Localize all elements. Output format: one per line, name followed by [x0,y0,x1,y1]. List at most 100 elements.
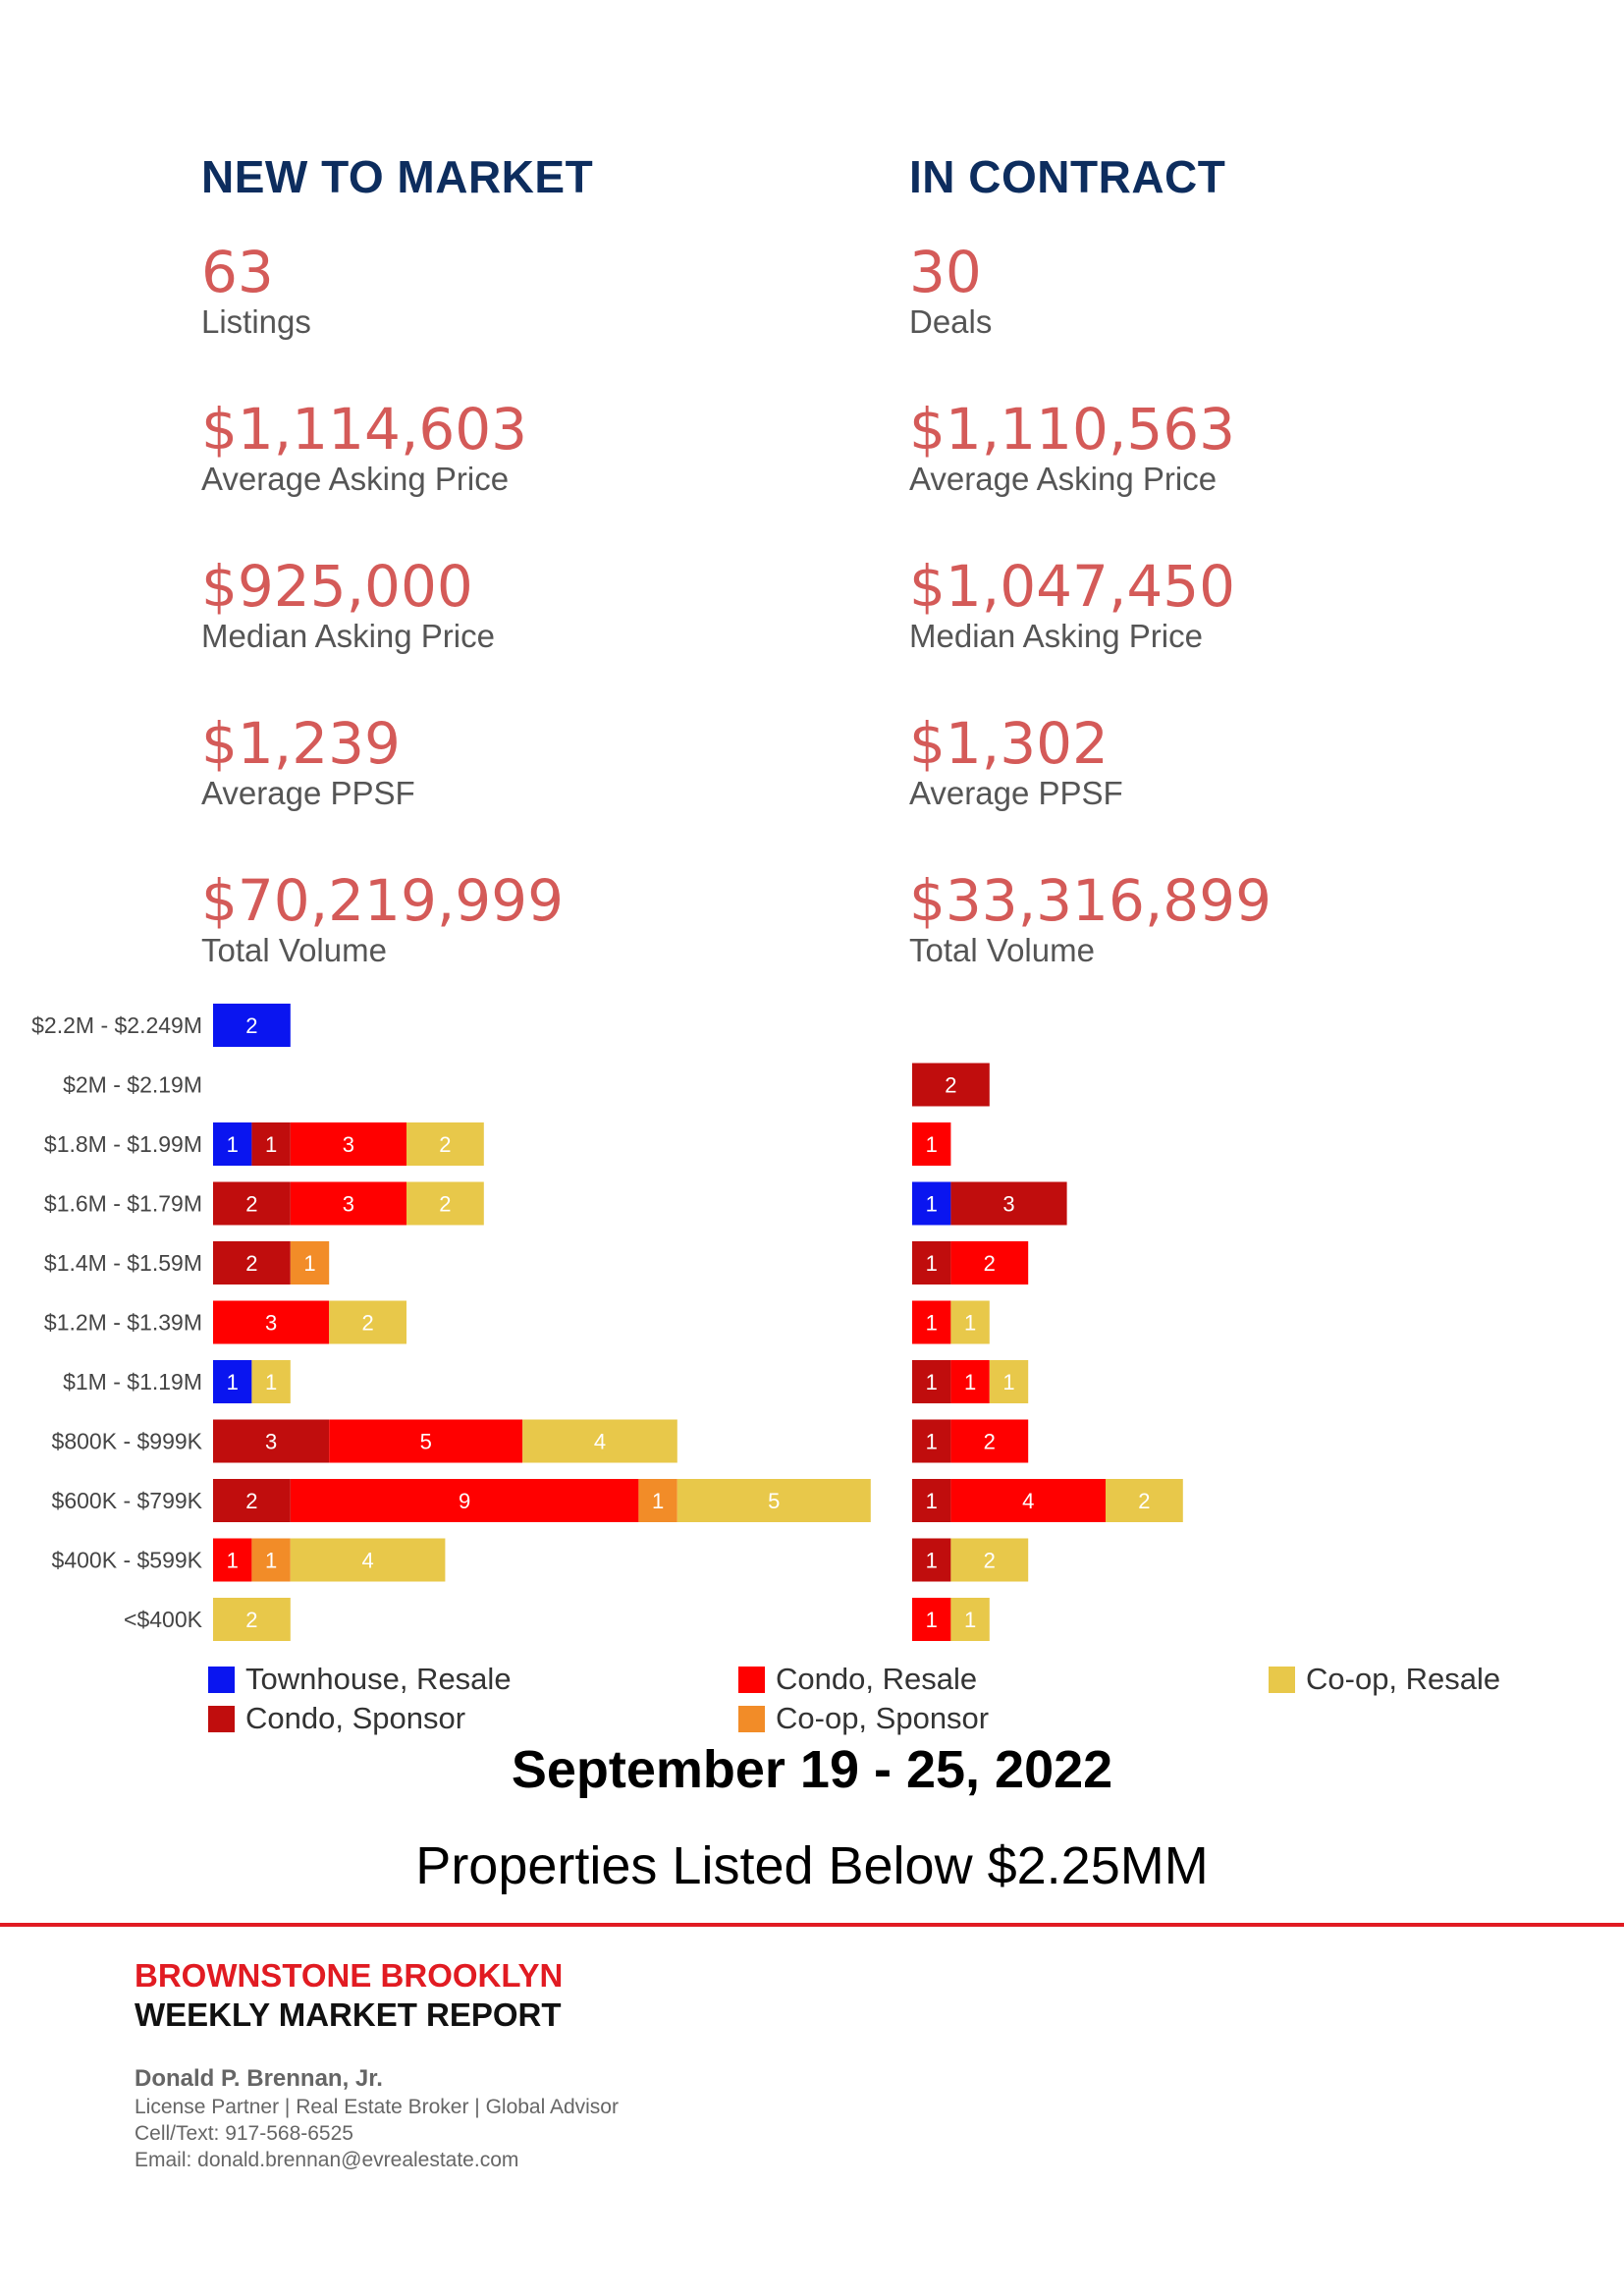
bar-value-label: 2 [245,1489,257,1513]
bar-co-op-resale [989,1360,1029,1403]
new-to-market-column: NEW TO MARKET 63 Listings $1,114,603 Ave… [201,147,594,968]
bar-value-label: 2 [245,1192,257,1217]
stat-label: Average Asking Price [909,461,1218,497]
report-date-title: September 19 - 25, 2022 [511,1740,1113,1799]
legend-label: Co-op, Sponsor [776,1701,990,1735]
bar-value-label: 9 [459,1489,470,1513]
bar-condo-resale [329,1419,523,1463]
bar-value-label: 1 [926,1549,938,1573]
new-to-market-title: NEW TO MARKET [201,151,594,202]
bar-townhouse-resale [213,1004,291,1047]
bar-condo-sponsor [213,1419,330,1463]
bar-co-op-resale [406,1181,484,1226]
bar-condo-resale [950,1241,1029,1285]
bar-condo-sponsor [912,1479,951,1522]
bar-value-label: 2 [245,1608,257,1632]
bar-value-label: 1 [303,1251,315,1276]
bar-value-label: 4 [361,1549,373,1573]
bar-co-op-sponsor [290,1241,330,1285]
stat-average-ppsf: $1,302 Average PPSF [909,711,1498,811]
bar-condo-resale [950,1419,1029,1463]
bar-value-label: 4 [1022,1489,1034,1513]
stat-label: Median Asking Price [909,618,1203,654]
bar-co-op-resale [213,1598,291,1641]
bar-condo-resale [950,1360,990,1403]
bar-value-label: 2 [439,1192,451,1217]
bar-value-label: 1 [926,1608,938,1632]
bar-condo-resale [912,1598,951,1641]
bar-co-op-sponsor [251,1538,291,1582]
bar-co-op-resale [290,1538,446,1582]
bar-value-label: 1 [926,1192,938,1217]
legend-label: Condo, Resale [776,1662,978,1696]
stat-label: Listings [201,303,311,340]
footer-divider [0,1923,1624,1927]
category-tick-label: $600K - $799K [52,1488,203,1513]
legend-swatch [738,1667,765,1693]
legend-label: Co-op, Resale [1306,1662,1501,1696]
bar-townhouse-resale [912,1181,951,1226]
bar-value-label: 1 [1002,1370,1014,1394]
bar-condo-sponsor [213,1241,291,1285]
brand-name: BROWNSTONE BROOKLYN [135,1957,564,1994]
bar-value-label: 3 [343,1132,354,1157]
stat-value: $1,302 [909,710,1109,777]
legend-swatch [1269,1667,1295,1693]
bar-value-label: 4 [594,1430,606,1454]
in-contract-title: IN CONTRACT [909,151,1226,202]
bar-co-op-resale [950,1538,1029,1582]
bar-value-label: 1 [964,1608,976,1632]
bar-co-op-resale [950,1300,990,1344]
bar-condo-sponsor [912,1241,951,1285]
bar-condo-sponsor [912,1360,951,1403]
bar-condo-resale [290,1122,406,1166]
bar-value-label: 1 [926,1370,938,1394]
stat-label: Average Asking Price [201,461,510,497]
stat-label: Median Asking Price [201,618,495,654]
bar-value-label: 1 [964,1370,976,1394]
category-tick-label: $1M - $1.19M [63,1369,202,1394]
stat-listings: 63 Listings [201,240,790,340]
bar-condo-resale [213,1538,252,1582]
bar-co-op-resale [522,1419,677,1463]
bar-value-label: 3 [1002,1192,1014,1217]
agent-title: License Partner | Real Estate Broker | G… [135,2096,619,2118]
agent-email: Email: donald.brennan@evrealestate.com [135,2149,519,2171]
legend-label: Townhouse, Resale [245,1662,512,1696]
bar-condo-sponsor [912,1063,990,1107]
stat-label: Total Volume [201,932,387,968]
stat-value: $1,110,563 [909,396,1236,463]
bar-co-op-resale [1106,1479,1183,1522]
bar-co-op-resale [251,1360,291,1403]
bar-value-label: 2 [984,1549,996,1573]
stat-average-ppsf: $1,239 Average PPSF [201,711,790,811]
stat-value: $1,047,450 [909,553,1236,620]
stat-value: $33,316,899 [909,867,1272,934]
bar-condo-resale [912,1122,951,1166]
in-contract-column: IN CONTRACT 30 Deals $1,110,563 Average … [909,147,1272,968]
category-tick-label: $800K - $999K [52,1429,203,1454]
bar-value-label: 5 [768,1489,780,1513]
stat-median-asking-price: $1,047,450 Median Asking Price [909,554,1498,654]
bar-value-label: 2 [984,1430,996,1454]
bar-value-label: 1 [926,1251,938,1276]
stat-value: $1,114,603 [201,396,528,463]
bar-value-label: 2 [361,1311,373,1336]
bar-value-label: 3 [265,1430,277,1454]
legend-label: Condo, Sponsor [245,1701,466,1735]
bar-co-op-resale [677,1479,871,1522]
bar-value-label: 1 [652,1489,664,1513]
bar-co-op-resale [406,1122,484,1166]
category-tick-label: $2.2M - $2.249M [31,1012,202,1038]
bar-condo-resale [213,1300,330,1344]
bar-value-label: 3 [343,1192,354,1217]
bar-value-label: 2 [984,1251,996,1276]
bar-condo-sponsor [912,1419,951,1463]
category-tick-label: $1.8M - $1.99M [44,1131,202,1157]
stat-median-asking-price: $925,000 Median Asking Price [201,554,790,654]
chart-legend: Townhouse, Resale Condo, Resale Co-op, R… [0,1662,1624,1740]
bar-co-op-resale [950,1598,990,1641]
legend-swatch [738,1706,765,1732]
stat-label: Deals [909,303,993,340]
bar-value-label: 2 [1138,1489,1150,1513]
